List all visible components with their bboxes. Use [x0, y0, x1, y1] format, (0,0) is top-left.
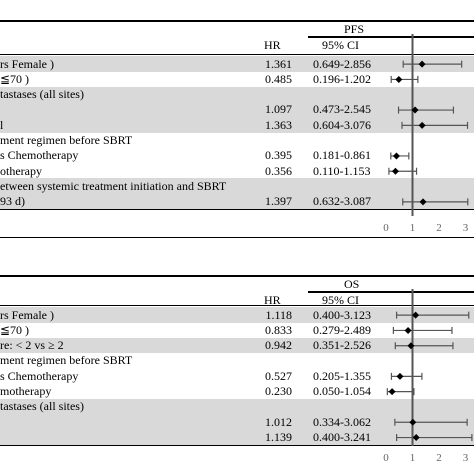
pfs-row-label: s Chemotherapy: [0, 148, 79, 163]
pfs-row-label: ment regimen before SBRT: [0, 133, 133, 147]
pfs-outcome-rule: [308, 36, 474, 38]
os-axis-tick: 3: [462, 452, 469, 464]
pfs-hr-point: [419, 198, 427, 206]
pfs-row-band: [0, 86, 474, 103]
os-row-hr: 0.527: [265, 368, 292, 383]
os-row-label: s Chemotherapy: [0, 368, 79, 383]
os-hr-header: HR: [264, 293, 281, 307]
os-ci-header: 95% CI: [322, 293, 359, 307]
os-outcome-label: OS: [344, 277, 360, 291]
os-row-ci: 0.351-2.526: [313, 338, 371, 353]
pfs-axis-tick: 2: [436, 222, 442, 234]
os-row-label: ment regimen before SBRT: [0, 353, 133, 368]
pfs-axis-tick: 3: [462, 222, 469, 234]
pfs-hr-point: [418, 60, 426, 68]
os-row-band: [0, 398, 474, 415]
pfs-row-ci: 0.110-1.153: [313, 163, 371, 178]
pfs-row-ci: 0.632-3.087: [313, 194, 371, 209]
os-hr-point: [412, 434, 420, 442]
pfs-row-ci: 0.181-0.861: [313, 148, 371, 163]
pfs-axis-tick: 0: [383, 222, 389, 234]
pfs-row-label: rs Female ): [0, 56, 54, 71]
pfs-row-band: [0, 117, 474, 133]
os-hr-point: [396, 372, 404, 380]
os-row-band: [0, 337, 474, 354]
pfs-row-ci: 0.196-1.202: [313, 71, 371, 86]
pfs-outcome-label: PFS: [344, 22, 365, 36]
pfs-row-hr: 1.397: [265, 194, 292, 209]
os-body-rule: [0, 444, 474, 446]
os-row-ci: 0.400-3.123: [313, 307, 371, 322]
pfs-axis-tick: 1: [409, 222, 416, 234]
pfs-row-band: [0, 101, 474, 118]
os-row-hr: 1.012: [265, 414, 292, 429]
pfs-row-hr: 0.356: [265, 163, 292, 178]
os-top-rule: [0, 275, 474, 277]
pfs-row-hr: 0.395: [265, 148, 292, 163]
pfs-hr-point: [391, 167, 399, 175]
pfs-hr-point: [392, 152, 400, 160]
os-row-label: motherapy: [0, 384, 52, 398]
pfs-hr-point: [418, 121, 426, 129]
os-row-hr: 1.139: [265, 429, 292, 444]
os-header-rule: [0, 305, 474, 306]
pfs-row-band: [0, 56, 474, 72]
pfs-bottom-rule: [0, 237, 474, 238]
pfs-header-rule: [0, 54, 474, 55]
pfs-row-hr: 1.097: [265, 102, 292, 117]
os-row-ci: 0.050-1.054: [313, 384, 371, 398]
pfs-row-label: tastases (all sites): [0, 87, 84, 102]
os-outcome-rule: [308, 291, 474, 293]
pfs-row-ci: 0.604-3.076: [313, 117, 371, 132]
pfs-body-rule: [0, 209, 474, 210]
os-row-hr: 1.118: [265, 307, 292, 322]
os-row-label: ≦70 ): [0, 322, 30, 337]
os-row-hr: 0.230: [265, 384, 292, 398]
os-hr-point: [412, 311, 420, 319]
os-row-band: [0, 307, 474, 323]
os-row-label: re: < 2 vs ≥ 2: [0, 338, 64, 353]
os-row-label: tastases (all sites): [0, 399, 84, 414]
pfs-row-hr: 1.363: [265, 117, 292, 132]
os-hr-point: [409, 418, 417, 426]
os-row-hr: 0.942: [265, 338, 292, 353]
pfs-row-label: 93 d): [0, 194, 25, 209]
pfs-row-label: l: [0, 117, 4, 132]
pfs-row-ci: 0.649-2.856: [313, 56, 371, 71]
os-row-band: [0, 414, 474, 430]
pfs-hr-header: HR: [264, 38, 281, 52]
os-axis-tick: 0: [383, 452, 389, 464]
os-axis-tick: 2: [436, 452, 442, 464]
pfs-hr-point: [395, 75, 403, 83]
os-hr-point: [388, 388, 396, 396]
pfs-row-label: ≦70 ): [0, 71, 30, 86]
pfs-row-label: etween systemic treatment initiation and…: [0, 178, 227, 193]
pfs-ci-header: 95% CI: [322, 38, 359, 52]
os-row-ci: 0.279-2.489: [313, 322, 371, 337]
pfs-row-label: otherapy: [0, 163, 42, 178]
os-row-hr: 0.833: [265, 322, 292, 337]
pfs-row-hr: 0.485: [265, 71, 292, 86]
os-axis-tick: 1: [409, 452, 416, 464]
pfs-hr-point: [411, 106, 419, 114]
pfs-top-rule: [0, 20, 474, 22]
pfs-row-band: [0, 193, 474, 210]
os-row-ci: 0.205-1.355: [313, 368, 371, 383]
os-hr-point: [404, 326, 412, 334]
os-row-ci: 0.334-3.062: [313, 414, 371, 429]
os-row-label: rs Female ): [0, 307, 54, 322]
os-row-ci: 0.400-3.241: [313, 429, 371, 444]
pfs-row-band: [0, 178, 474, 195]
os-row-band: [0, 429, 474, 446]
pfs-row-hr: 1.361: [265, 56, 292, 71]
pfs-row-ci: 0.473-2.545: [313, 102, 371, 117]
os-hr-point: [407, 342, 415, 350]
